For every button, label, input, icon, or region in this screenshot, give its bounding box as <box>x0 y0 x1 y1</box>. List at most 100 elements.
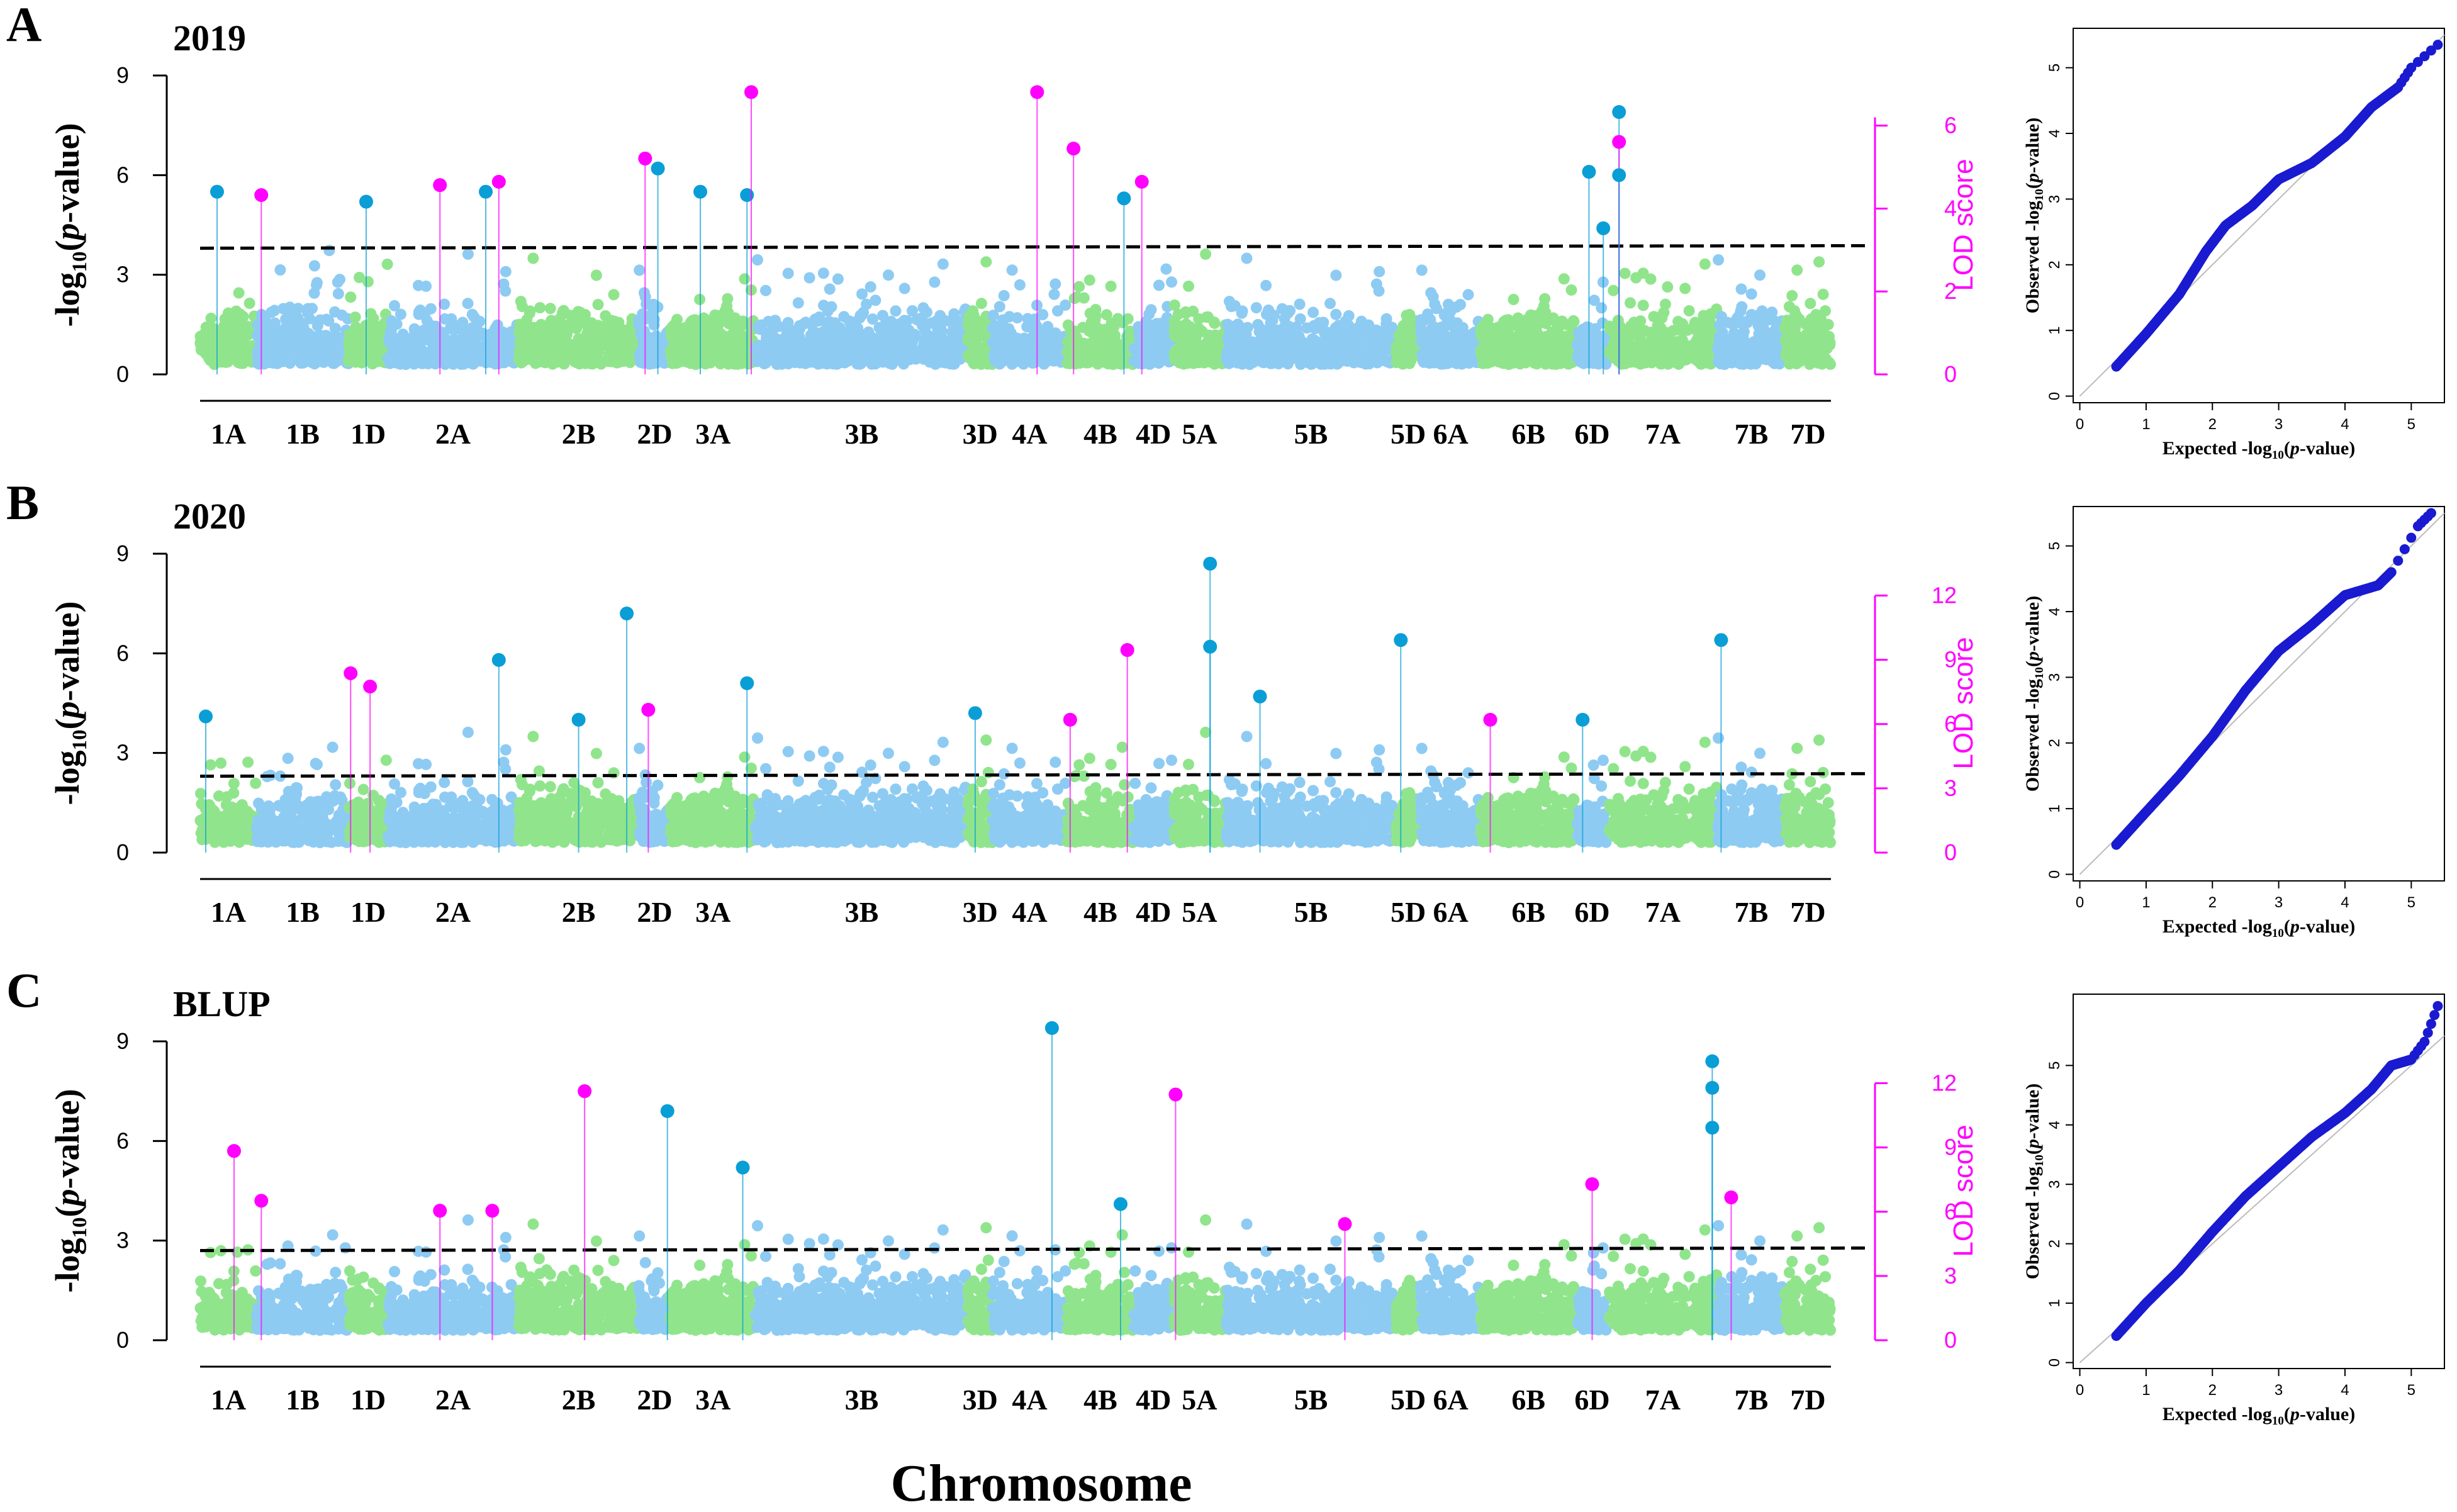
snp-point <box>1530 334 1542 346</box>
snp-point <box>365 308 377 320</box>
lod-tick-label: 3 <box>1944 775 1957 801</box>
snp-point <box>375 320 387 332</box>
snp-point <box>430 322 442 333</box>
snp-point <box>413 308 425 320</box>
snp-point <box>1046 339 1058 351</box>
snp-point <box>931 315 942 327</box>
snp-point <box>1141 357 1153 368</box>
snp-point <box>1568 316 1580 328</box>
y-tick-label: 3 <box>116 740 129 766</box>
snp-point <box>1671 345 1683 357</box>
snp-point <box>1724 342 1736 354</box>
snp-point <box>1101 336 1113 348</box>
snp-point <box>1373 285 1385 297</box>
snp-point <box>515 296 527 308</box>
snp-point <box>1783 301 1795 313</box>
snp-point <box>564 318 576 330</box>
snp-point <box>1073 281 1085 293</box>
snp-point <box>651 357 663 369</box>
snp-point <box>792 297 804 309</box>
snp-point <box>242 329 254 341</box>
snp-point <box>739 273 751 285</box>
snp-point <box>1223 355 1234 367</box>
snp-point <box>1397 358 1409 370</box>
snp-point <box>1236 305 1248 317</box>
snp-point <box>1153 279 1165 291</box>
qq-x-tick-label: 0 <box>2076 416 2084 433</box>
snp-point <box>1083 274 1095 286</box>
snp-point <box>1180 306 1192 318</box>
snp-point <box>1539 293 1551 305</box>
snp-point <box>1401 313 1413 325</box>
snp-point <box>1625 297 1636 309</box>
snp-point <box>782 316 794 328</box>
snp-point <box>194 330 206 342</box>
snp-point <box>1508 293 1520 305</box>
snp-point <box>1068 293 1080 305</box>
snp-point <box>1689 324 1701 335</box>
qq-y-label: Observed -log10(p-value) <box>2022 118 2046 313</box>
qq-x-tick-label: 5 <box>2407 416 2415 433</box>
qq-y-tick-label: 1 <box>2046 326 2063 334</box>
y-tick-label: 9 <box>116 540 129 566</box>
snp-point <box>654 340 666 352</box>
snp-point <box>1628 316 1640 328</box>
snp-point <box>1014 345 1026 357</box>
snp-point <box>1699 258 1711 270</box>
peak-point <box>1582 165 1596 179</box>
snp-point <box>1791 264 1803 276</box>
snp-point <box>1700 315 1712 327</box>
snp-point <box>425 303 437 315</box>
qq-y-tick-label: 0 <box>2046 392 2063 400</box>
snp-point <box>362 340 374 352</box>
snp-point <box>803 272 815 284</box>
snp-point <box>548 333 560 345</box>
y-tick-label: 6 <box>116 162 129 188</box>
snp-point <box>1011 312 1023 324</box>
snp-point <box>1433 346 1445 358</box>
snp-point <box>236 826 248 837</box>
snp-point <box>814 348 826 360</box>
snp-point <box>760 284 771 296</box>
snp-point <box>1679 283 1691 294</box>
snp-point <box>1258 357 1270 369</box>
snp-point <box>1048 288 1060 300</box>
peak-point <box>744 85 758 99</box>
peak-point <box>693 184 708 199</box>
snp-point <box>1713 254 1725 266</box>
snp-point <box>1689 353 1701 365</box>
snp-point <box>1166 276 1177 288</box>
snp-point <box>1805 298 1816 310</box>
snp-point <box>422 353 434 365</box>
panel-title: 2019 <box>173 18 246 59</box>
snp-point <box>877 310 888 322</box>
qq-point <box>2432 40 2443 50</box>
snp-point <box>856 288 868 300</box>
snp-point <box>945 357 957 369</box>
snp-point <box>894 342 906 354</box>
snp-point <box>797 318 809 330</box>
snp-point <box>1459 354 1471 366</box>
snp-point <box>597 322 609 333</box>
snp-point <box>1462 289 1474 301</box>
snp-point <box>993 351 1005 363</box>
snp-point <box>1553 330 1565 342</box>
snp-point <box>1633 338 1645 350</box>
snp-point <box>1250 302 1262 314</box>
peak-point <box>1066 142 1081 156</box>
snp-point <box>444 349 456 361</box>
snp-point <box>534 323 546 335</box>
snp-point <box>1147 320 1159 332</box>
snp-point <box>312 345 324 357</box>
snp-point <box>1307 306 1319 318</box>
snp-point <box>1477 321 1489 333</box>
snp-point <box>411 344 423 356</box>
snp-point <box>633 319 645 331</box>
snp-point <box>586 317 598 329</box>
chromosome-label-7A: 7A <box>1645 896 1681 928</box>
snp-point <box>824 283 836 295</box>
snp-point <box>592 299 604 310</box>
snp-point <box>242 756 254 768</box>
snp-point <box>687 314 699 326</box>
snp-point <box>719 305 731 317</box>
